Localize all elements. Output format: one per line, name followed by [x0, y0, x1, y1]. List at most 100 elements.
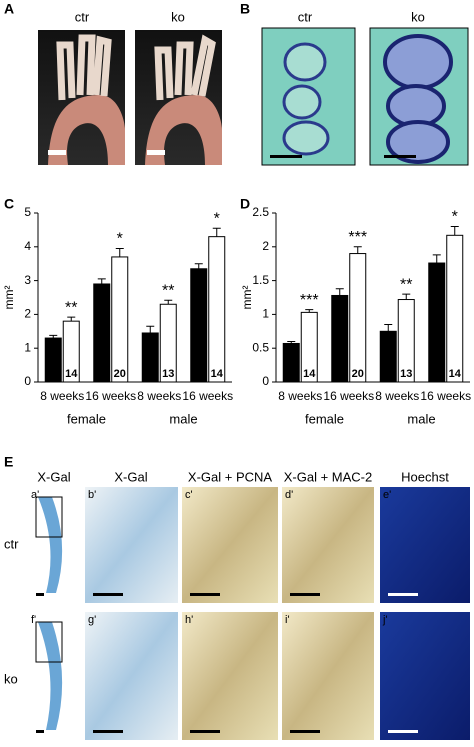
- y-axis-label: mm²: [240, 286, 254, 310]
- n-label: 14: [211, 368, 224, 380]
- micrograph: [282, 612, 374, 740]
- panel-label: D: [240, 196, 250, 212]
- n-label: 14: [303, 368, 316, 380]
- error-bar: [384, 324, 393, 332]
- micrograph: [85, 487, 178, 603]
- image-label: ko: [171, 9, 185, 24]
- subpanel-label: j': [382, 614, 388, 626]
- y-tick-label: 2.5: [252, 205, 269, 219]
- bar: [428, 262, 446, 383]
- n-label: 14: [65, 368, 78, 380]
- error-bar: [97, 278, 106, 284]
- column-header: Hoechst: [401, 469, 449, 484]
- scale-bar: [190, 593, 220, 596]
- subpanel-label: b': [88, 489, 96, 501]
- micrograph: [380, 612, 470, 740]
- n-label: 13: [162, 368, 174, 380]
- y-tick-label: 0: [24, 374, 31, 388]
- n-label: 18: [431, 368, 443, 380]
- bar: [190, 268, 208, 383]
- subpanel-label: a': [31, 489, 39, 501]
- image-label: ko: [411, 9, 425, 24]
- x-tick-label: 8 weeks: [137, 389, 181, 403]
- x-tick-label: 8 weeks: [40, 389, 84, 403]
- micrograph: [282, 487, 374, 603]
- micrograph: [182, 612, 278, 740]
- scale-bar: [290, 593, 320, 596]
- x-tick-label: 16 weeks: [182, 389, 233, 403]
- scale-bar: [388, 593, 418, 596]
- error-bar: [432, 254, 441, 264]
- y-tick-label: 5: [24, 205, 31, 219]
- group-label: female: [67, 411, 106, 426]
- bar: [208, 236, 226, 383]
- group-label: male: [407, 411, 435, 426]
- n-label: 14: [449, 368, 462, 380]
- n-label: 13: [400, 368, 412, 380]
- inset-box: [35, 621, 63, 663]
- row-label: ko: [4, 671, 18, 686]
- scale-bar: [93, 593, 123, 596]
- y-tick-label: 1: [24, 340, 31, 354]
- panel-label: E: [4, 454, 13, 470]
- y-tick-label: 0.5: [252, 340, 269, 354]
- significance: ***: [300, 292, 319, 309]
- error-bar: [146, 325, 155, 333]
- section-image: [261, 27, 356, 166]
- inset-box: [35, 496, 63, 538]
- subpanel-label: e': [383, 489, 391, 501]
- subpanel-label: c': [185, 489, 193, 501]
- y-tick-label: 3: [24, 273, 31, 287]
- subpanel-label: i': [285, 614, 290, 626]
- image-label: ctr: [298, 9, 313, 24]
- n-label: 20: [114, 368, 126, 380]
- column-header: X-Gal + PCNA: [188, 469, 272, 484]
- panel-label: B: [240, 1, 250, 17]
- significance: **: [65, 299, 77, 316]
- significance: **: [400, 276, 412, 293]
- bar: [349, 253, 367, 383]
- scale-bar: [388, 730, 418, 733]
- error-bar: [212, 227, 221, 237]
- column-header: X-Gal + MAC-2: [284, 469, 373, 484]
- n-label: 19: [334, 368, 346, 380]
- n-label: 20: [47, 368, 59, 380]
- error-bar: [335, 288, 344, 296]
- error-bar: [353, 246, 362, 254]
- significance: *: [214, 210, 220, 227]
- y-tick-label: 1.5: [252, 273, 269, 287]
- scale-bar: [93, 730, 123, 733]
- error-bar: [287, 340, 296, 344]
- subpanel-label: h': [185, 614, 193, 626]
- section-image: [369, 27, 469, 166]
- group-label: male: [169, 411, 197, 426]
- scale-bar: [36, 730, 44, 733]
- n-label: 9: [147, 368, 153, 380]
- scale-bar: [36, 593, 44, 596]
- scale-bar: [190, 730, 220, 733]
- x-tick-label: 16 weeks: [85, 389, 136, 403]
- group-label: female: [305, 411, 344, 426]
- y-tick-label: 2: [24, 307, 31, 321]
- bar: [111, 256, 129, 383]
- image-label: ctr: [75, 9, 90, 24]
- y-tick-label: 2: [262, 239, 269, 253]
- y-tick-label: 4: [24, 239, 31, 253]
- bar: [446, 234, 464, 383]
- n-label: 20: [352, 368, 364, 380]
- y-tick-label: 1: [262, 307, 269, 321]
- column-header: X-Gal: [114, 469, 147, 484]
- subpanel-label: d': [285, 489, 293, 501]
- significance: ***: [348, 229, 367, 246]
- micrograph: [182, 487, 278, 603]
- micrograph: [38, 497, 63, 593]
- x-tick-label: 8 weeks: [278, 389, 322, 403]
- error-bar: [194, 263, 203, 269]
- aorta-image: [38, 30, 125, 165]
- x-tick-label: 16 weeks: [323, 389, 374, 403]
- panel-label: C: [4, 196, 14, 212]
- significance: *: [452, 209, 458, 226]
- y-axis-label: mm²: [2, 286, 16, 310]
- n-label: 20: [285, 368, 297, 380]
- error-bar: [450, 226, 459, 236]
